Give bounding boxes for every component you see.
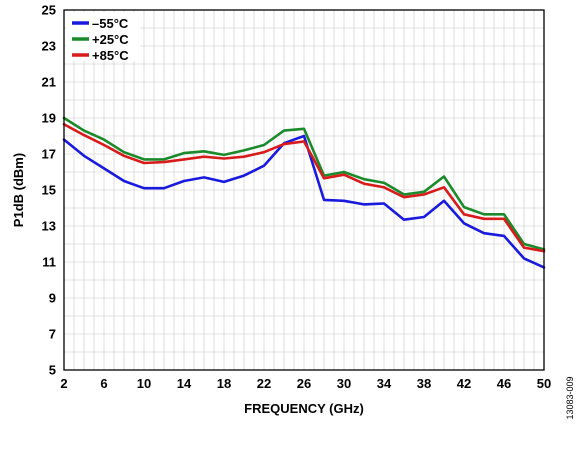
y-tick-label: 5: [49, 363, 56, 378]
y-tick-labels: 5 7 9 11 13 15 17 19 21 23 25: [42, 3, 56, 378]
x-tick-labels: 2 6 10 14 18 22 26 30 34 38 42 46 50: [60, 376, 551, 391]
series-line-plus85c: [62, 123, 546, 253]
legend-label-plus85c: +85°C: [92, 48, 129, 63]
plot-frame: [63, 9, 545, 371]
y-tick-label: 21: [42, 75, 56, 90]
grid: [64, 10, 544, 370]
x-tick-label: 34: [377, 376, 392, 391]
x-tick-label: 22: [257, 376, 271, 391]
x-tick-label: 46: [497, 376, 511, 391]
x-tick-label: 2: [60, 376, 67, 391]
figure-id: 13083-009: [565, 376, 575, 419]
x-axis-label: FREQUENCY (GHz): [244, 401, 364, 416]
x-tick-label: 18: [217, 376, 231, 391]
x-tick-label: 6: [100, 376, 107, 391]
x-tick-label: 26: [297, 376, 311, 391]
x-tick-label: 38: [417, 376, 431, 391]
series-lines: [62, 116, 546, 269]
y-tick-label: 7: [49, 327, 56, 342]
x-tick-label: 50: [537, 376, 551, 391]
series-line-minus55c: [62, 134, 546, 269]
y-tick-label: 9: [49, 291, 56, 306]
y-tick-label: 17: [42, 147, 56, 162]
legend: –55°C +25°C +85°C: [66, 12, 140, 63]
y-tick-label: 19: [42, 111, 56, 126]
y-tick-label: 23: [42, 39, 56, 54]
legend-label-minus55c: –55°C: [92, 16, 129, 31]
x-tick-label: 10: [137, 376, 151, 391]
legend-box: [66, 12, 140, 61]
legend-label-plus25c: +25°C: [92, 32, 129, 47]
x-tick-label: 42: [457, 376, 471, 391]
series-line-plus25c: [62, 116, 546, 251]
y-tick-label: 25: [42, 3, 56, 18]
y-tick-label: 13: [42, 219, 56, 234]
x-tick-label: 14: [177, 376, 192, 391]
y-tick-label: 11: [42, 255, 56, 270]
x-tick-label: 30: [337, 376, 351, 391]
y-axis-label: P1dB (dBm): [11, 153, 26, 227]
y-tick-label: 15: [42, 183, 56, 198]
